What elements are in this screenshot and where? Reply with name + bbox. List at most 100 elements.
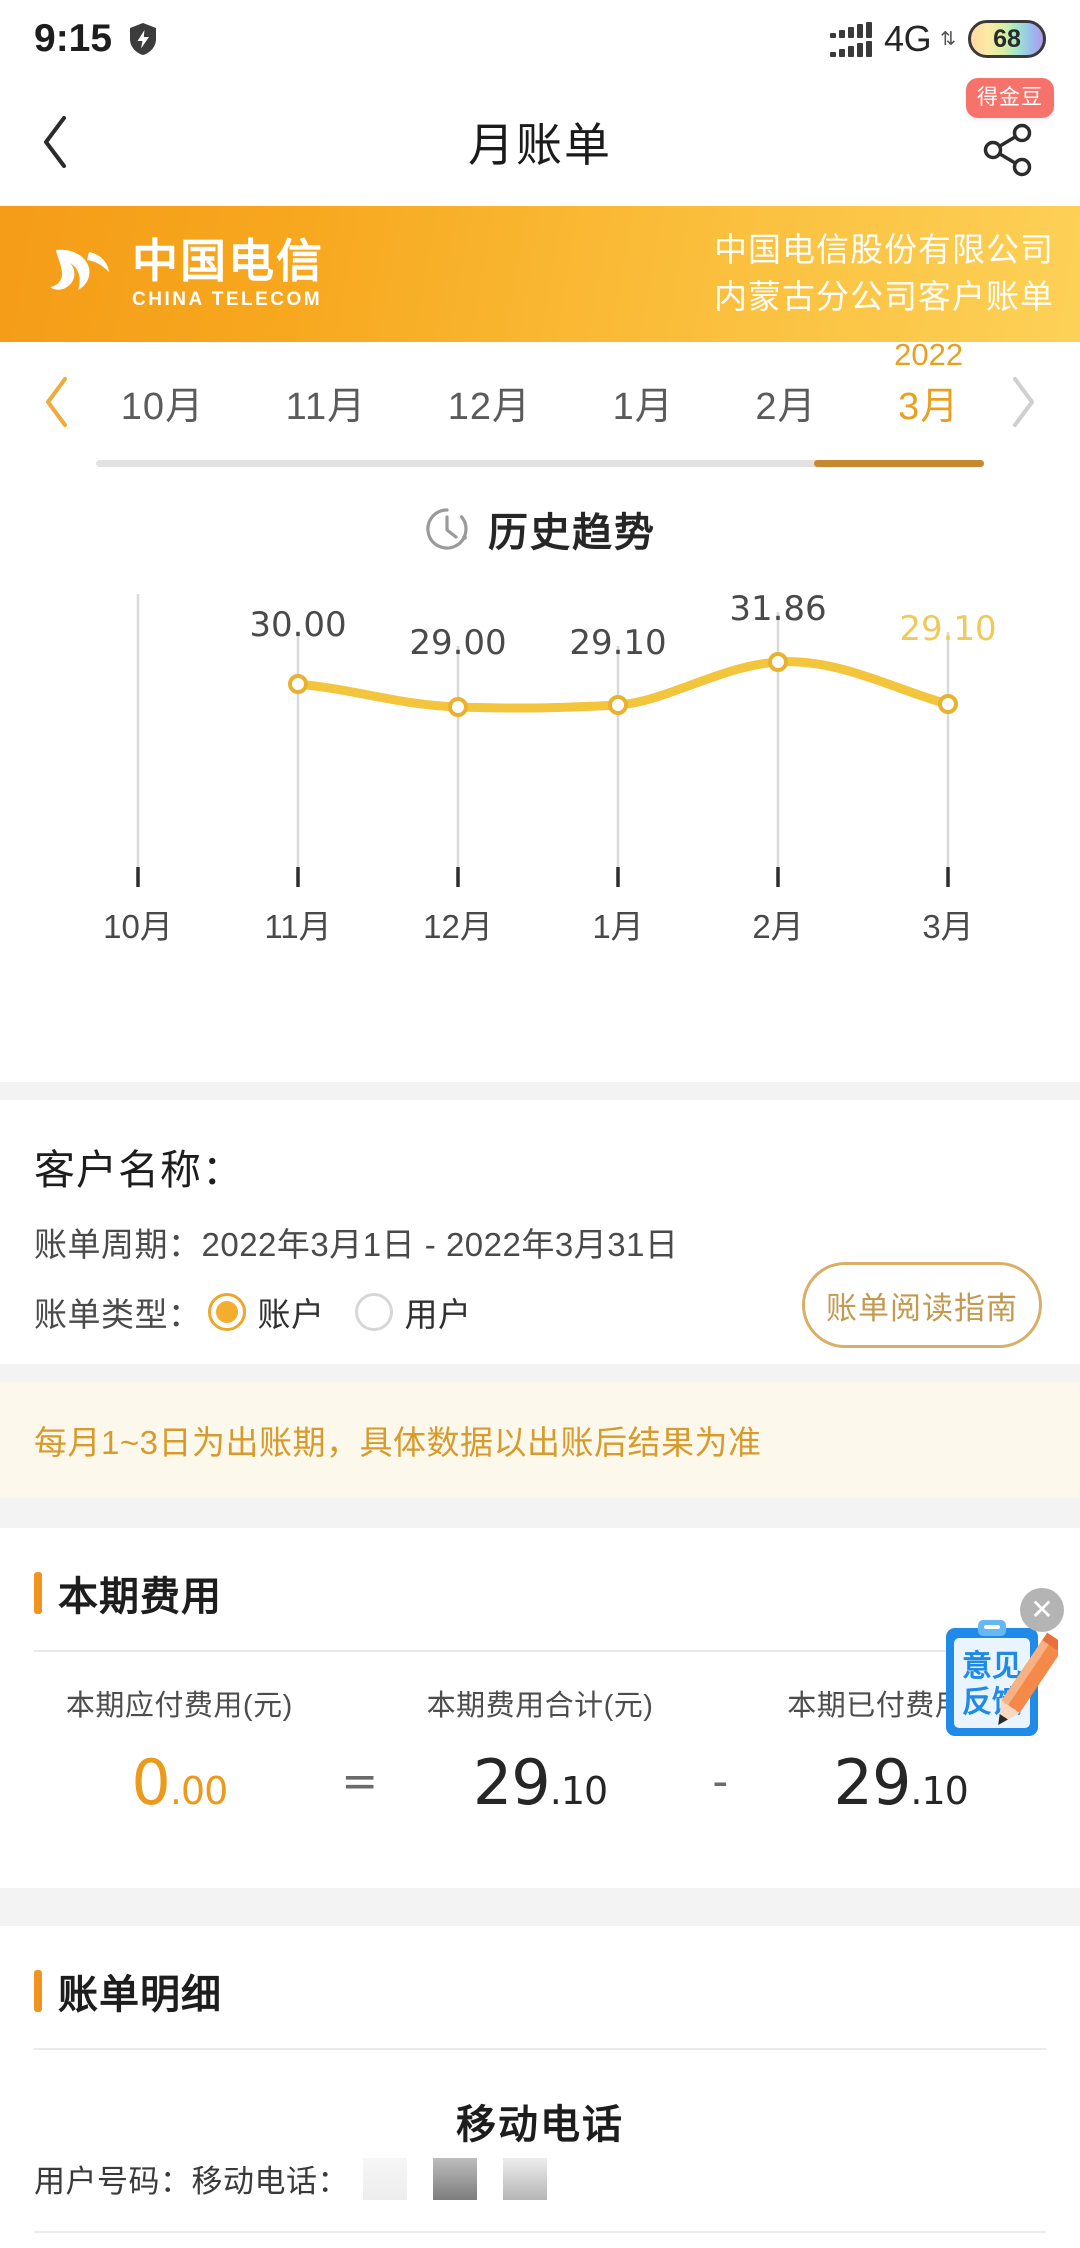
redaction-block [503, 2157, 547, 2200]
history-trend-chart[interactable]: 30.00 29.00 29.10 31.86 29.10 10月 11月 12… [0, 574, 1080, 974]
fee-value-total: 29.10 [387, 1746, 694, 1819]
chart-xlabel-1: 1月 [592, 908, 643, 945]
month-tab-label: 11月 [285, 385, 367, 428]
brand-text: 中国电信 CHINA TELECOM [132, 237, 324, 311]
month-tab-label: 12月 [447, 385, 531, 428]
radio-user[interactable] [354, 1293, 393, 1331]
fee-value-payable: 0.00 [26, 1746, 333, 1819]
bill-guide-button[interactable]: 账单阅读指南 [802, 1262, 1042, 1348]
divider [34, 1650, 1046, 1652]
fee-label-payable: 本期应付费用(元) [65, 1690, 293, 1722]
month-tab-label: 1月 [612, 385, 674, 428]
feedback-clipboard-icon: 意见 反馈 [946, 1620, 1066, 1736]
bill-type-radio-group: 账户 用户 [207, 1288, 490, 1336]
nav-bar: 月账单 得金豆 [0, 78, 1080, 206]
page-title: 月账单 [468, 119, 612, 171]
month-tab-indicator [814, 460, 984, 467]
chart-value-label-12: 29.00 [409, 623, 506, 663]
chart-svg: 30.00 29.00 29.10 31.86 29.10 10月 11月 12… [103, 589, 997, 945]
trend-title: 历史趋势 [488, 511, 656, 555]
month-list: 10月 11月 12月 1月 2月 [80, 337, 1000, 430]
month-next-button[interactable] [1000, 372, 1046, 432]
chart-point-12 [448, 697, 468, 717]
bill-detail-group-title: 移动电话 [456, 2103, 624, 2147]
fee-dec-payable: .00 [169, 1769, 228, 1813]
month-tab-bar: 10月 11月 12月 1月 2月 [0, 337, 1080, 467]
gold-bean-badge[interactable]: 得金豆 [966, 78, 1054, 118]
current-fee-card: 本期费用 本期应付费用(元) 0.00 = 本期费用合计(元) 29.10 - … [0, 1528, 1080, 1888]
bill-detail-user-number-row: 用户号码：移动电话： [0, 2156, 1080, 2201]
chart-xlabel-2: 2月 [752, 908, 803, 945]
status-time: 9:15 [34, 17, 113, 60]
month-tab-label: 10月 [120, 385, 205, 428]
month-tab-1[interactable]: 1月 [607, 375, 680, 430]
status-right-cluster: 4G ⇅ 68 [830, 18, 1046, 60]
brand-name-cn: 中国电信 [132, 233, 324, 288]
brand-name-en: CHINA TELECOM [132, 289, 323, 311]
bill-detail-card: 账单明细 移动电话 用户号码：移动电话： [0, 1926, 1080, 2248]
customer-name-label: 客户名称： [34, 1147, 244, 1193]
customer-info-card: 客户名称： 账单周期： 2022年3月1日 - 2022年3月31日 账单类型：… [0, 1100, 1080, 1364]
bill-type-label: 账单类型： [34, 1296, 202, 1333]
share-button[interactable] [980, 122, 1036, 178]
chart-point-2 [768, 652, 788, 672]
fee-col-total[interactable]: 本期费用合计(元) 29.10 [387, 1682, 694, 1819]
current-fee-title: 本期费用 [58, 1575, 222, 1619]
close-icon[interactable]: ✕ [1020, 1588, 1064, 1632]
fee-col-payable[interactable]: 本期应付费用(元) 0.00 [26, 1682, 333, 1819]
current-fee-header: 本期费用 [0, 1528, 1080, 1622]
chart-xlabel-3: 3月 [922, 908, 973, 945]
fee-value-paid: 29.10 [747, 1746, 1054, 1819]
customer-name-row: 客户名称： [34, 1136, 1046, 1196]
shield-bolt-icon [128, 22, 158, 56]
billing-notice: 每月1~3日为出账期，具体数据以出账后结果为准 [0, 1382, 1080, 1498]
radio-user-label: 用户 [404, 1296, 472, 1333]
battery-level: 68 [993, 24, 1021, 53]
status-bar: 9:15 4G ⇅ 68 [0, 0, 1080, 78]
fee-dec-total: .10 [549, 1769, 608, 1813]
month-tab-10[interactable]: 10月 [115, 375, 210, 430]
month-prev-button[interactable] [34, 372, 80, 432]
clock-icon [426, 508, 468, 550]
banner-company-text: 中国电信股份有限公司 内蒙古分公司客户账单 [714, 227, 1054, 321]
section-accent-bar [34, 1572, 42, 1614]
telecom-banner: 中国电信 CHINA TELECOM 中国电信股份有限公司 内蒙古分公司客户账单 [0, 206, 1080, 342]
banner-line-1: 中国电信股份有限公司 [714, 231, 1054, 269]
svg-text:意见: 意见 [962, 1649, 1022, 1684]
redacted-number [363, 2157, 547, 2200]
fee-summary-row: 本期应付费用(元) 0.00 = 本期费用合计(元) 29.10 - 本期已付费… [0, 1652, 1080, 1819]
bill-detail-title: 账单明细 [58, 1973, 222, 2017]
radio-account[interactable] [207, 1293, 246, 1331]
divider [34, 2231, 1046, 2233]
trend-header: 历史趋势 [0, 500, 1080, 558]
month-tab-11[interactable]: 11月 [280, 375, 372, 430]
bill-detail-header: 账单明细 [0, 1926, 1080, 2020]
radio-account-label: 账户 [257, 1296, 325, 1333]
battery-indicator: 68 [968, 20, 1046, 58]
month-tab-2[interactable]: 2月 [749, 375, 822, 430]
chart-value-label-2: 31.86 [729, 589, 826, 629]
back-button[interactable] [0, 78, 110, 206]
month-tab-12[interactable]: 12月 [442, 375, 537, 430]
data-arrows-icon: ⇅ [940, 28, 956, 50]
brand-block: 中国电信 CHINA TELECOM [42, 234, 324, 314]
bill-cycle-row: 账单周期： 2022年3月1日 - 2022年3月31日 [34, 1218, 1046, 1266]
bill-cycle-value: 2022年3月1日 - 2022年3月31日 [201, 1226, 679, 1263]
fee-dec-paid: .10 [910, 1769, 968, 1813]
fee-int-total: 29 [472, 1746, 551, 1819]
fee-operator-equals: = [341, 1756, 379, 1807]
chart-point-3 [938, 694, 958, 714]
fee-int-payable: 0 [131, 1746, 170, 1819]
month-tab-3-selected[interactable]: 2022 3月 [892, 337, 965, 430]
chart-xlabel-11: 11月 [264, 908, 331, 945]
bill-type-row: 账单类型： 账户 用户 [34, 1288, 1046, 1336]
feedback-widget[interactable]: ✕ 意见 反馈 [940, 1588, 1066, 1742]
trend-card: 10月 11月 12月 1月 2月 [0, 337, 1080, 1082]
divider [34, 2048, 1046, 2050]
china-telecom-logo-icon [42, 234, 122, 314]
month-tab-year: 2022 [894, 336, 964, 372]
chevron-left-icon [46, 377, 67, 427]
month-tab-track[interactable] [96, 460, 984, 467]
redaction-block [363, 2157, 407, 2200]
